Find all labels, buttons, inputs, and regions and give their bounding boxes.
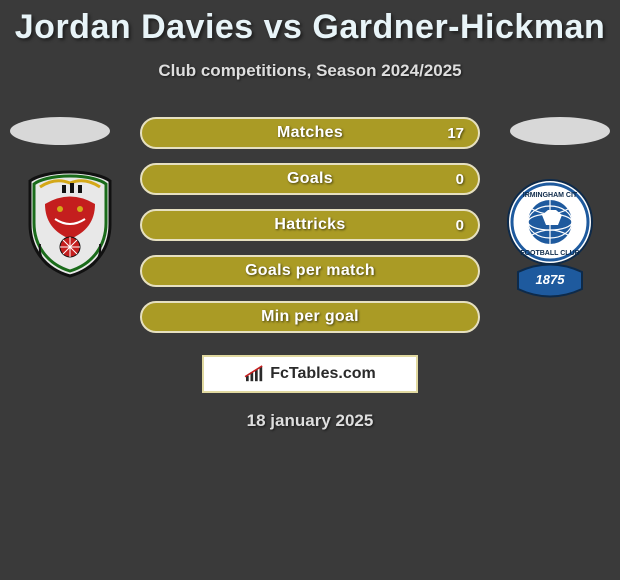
comparison-card: Jordan Davies vs Gardner-Hickman Club co… <box>0 0 620 431</box>
stat-value: 0 <box>456 217 464 234</box>
stat-bar-min-per-goal: Min per goal <box>140 301 480 333</box>
stat-label: Goals <box>287 170 333 188</box>
stats-column: Matches 17 Goals 0 Hattricks 0 Goals per… <box>140 117 480 333</box>
stat-label: Goals per match <box>245 262 375 280</box>
svg-text:1875: 1875 <box>536 272 566 287</box>
date: 18 january 2025 <box>0 411 620 431</box>
stat-value: 0 <box>456 171 464 188</box>
brand-text: FcTables.com <box>270 365 376 383</box>
club-badge-right: IRMINGHAM CIT FOOTBALL CLUB 1875 <box>500 177 600 287</box>
brand-box[interactable]: FcTables.com <box>202 355 418 393</box>
stat-label: Matches <box>277 124 343 142</box>
stat-bar-hattricks: Hattricks 0 <box>140 209 480 241</box>
stat-value: 17 <box>447 125 464 142</box>
stats-area: IRMINGHAM CIT FOOTBALL CLUB 1875 Matches… <box>0 117 620 333</box>
svg-text:FOOTBALL CLUB: FOOTBALL CLUB <box>520 250 579 257</box>
stat-bar-goals: Goals 0 <box>140 163 480 195</box>
birmingham-crest-icon: IRMINGHAM CIT FOOTBALL CLUB 1875 <box>500 177 600 307</box>
player-photo-right-placeholder <box>510 117 610 145</box>
subtitle: Club competitions, Season 2024/2025 <box>0 61 620 81</box>
stat-label: Min per goal <box>261 308 359 326</box>
page-title: Jordan Davies vs Gardner-Hickman <box>0 8 620 47</box>
club-badge-left <box>20 169 120 279</box>
stat-label: Hattricks <box>274 216 345 234</box>
wrexham-crest-icon <box>20 169 120 279</box>
bar-chart-icon <box>244 365 266 383</box>
stat-bar-matches: Matches 17 <box>140 117 480 149</box>
stat-bar-goals-per-match: Goals per match <box>140 255 480 287</box>
player-photo-left-placeholder <box>10 117 110 145</box>
svg-text:IRMINGHAM CIT: IRMINGHAM CIT <box>523 192 578 199</box>
